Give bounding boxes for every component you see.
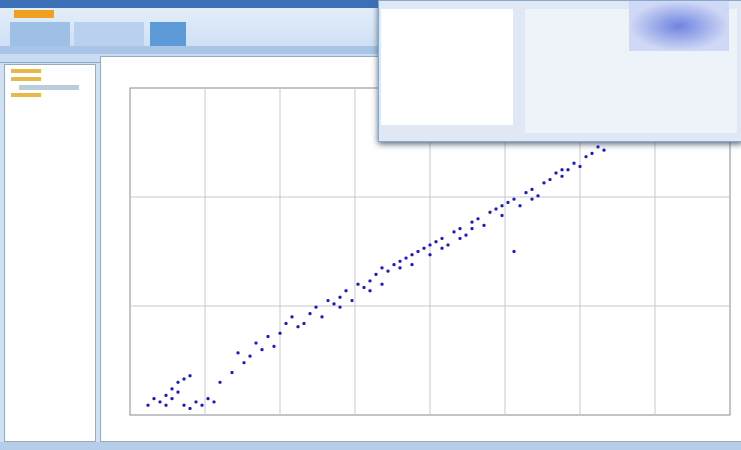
point [296,325,299,328]
point [602,149,605,152]
point [512,198,515,201]
point [314,305,317,308]
point [416,250,419,253]
point [182,377,185,380]
point [194,400,197,403]
point [344,289,347,292]
point [182,404,185,407]
point [410,253,413,256]
point [164,404,167,407]
point [590,152,593,155]
point [500,214,503,217]
point [398,266,401,269]
point [470,220,473,223]
point [470,227,473,230]
point [368,279,371,282]
point [272,345,275,348]
point [446,243,449,246]
status-bar [0,442,741,450]
point [596,145,599,148]
point [206,397,209,400]
point [170,387,173,390]
point [254,341,257,344]
point [410,263,413,266]
point [392,263,395,266]
app-window [0,0,741,450]
point [386,270,389,273]
point [230,371,233,374]
point [158,400,161,403]
point [476,217,479,220]
point [380,283,383,286]
point [332,302,335,305]
point [560,168,563,171]
point [218,381,221,384]
point [572,162,575,165]
point [284,322,287,325]
point [308,312,311,315]
point [404,256,407,259]
point [428,253,431,256]
point [512,250,515,253]
point [560,175,563,178]
point [338,305,341,308]
point [422,247,425,250]
point [368,289,371,292]
point [488,211,491,214]
point [536,194,539,197]
point [152,397,155,400]
point [236,351,239,354]
point [482,224,485,227]
point [440,237,443,240]
point [362,286,365,289]
point [176,381,179,384]
point [566,168,569,171]
overlay-chart [629,1,729,51]
point [146,404,149,407]
point [350,299,353,302]
point [326,299,329,302]
point [212,400,215,403]
point [176,391,179,394]
point [200,404,203,407]
overlay-window[interactable] [378,0,741,142]
point [464,234,467,237]
point [398,260,401,263]
point [302,322,305,325]
point [170,397,173,400]
point [542,181,545,184]
point [260,348,263,351]
point [518,204,521,207]
point [530,198,533,201]
point [164,394,167,397]
point [248,355,251,358]
point [584,155,587,158]
point [266,335,269,338]
point [320,315,323,318]
point [578,165,581,168]
point [428,243,431,246]
point [506,201,509,204]
point [500,204,503,207]
point [554,171,557,174]
point [188,374,191,377]
point [338,296,341,299]
point [530,188,533,191]
point [356,283,359,286]
point [380,266,383,269]
point [524,191,527,194]
point [494,207,497,210]
point [374,273,377,276]
overlay-pane [381,9,513,125]
point [458,237,461,240]
point [440,247,443,250]
point [188,407,191,410]
point [548,178,551,181]
point [242,361,245,364]
point [452,230,455,233]
point [290,315,293,318]
point [278,332,281,335]
point [434,240,437,243]
point [458,227,461,230]
